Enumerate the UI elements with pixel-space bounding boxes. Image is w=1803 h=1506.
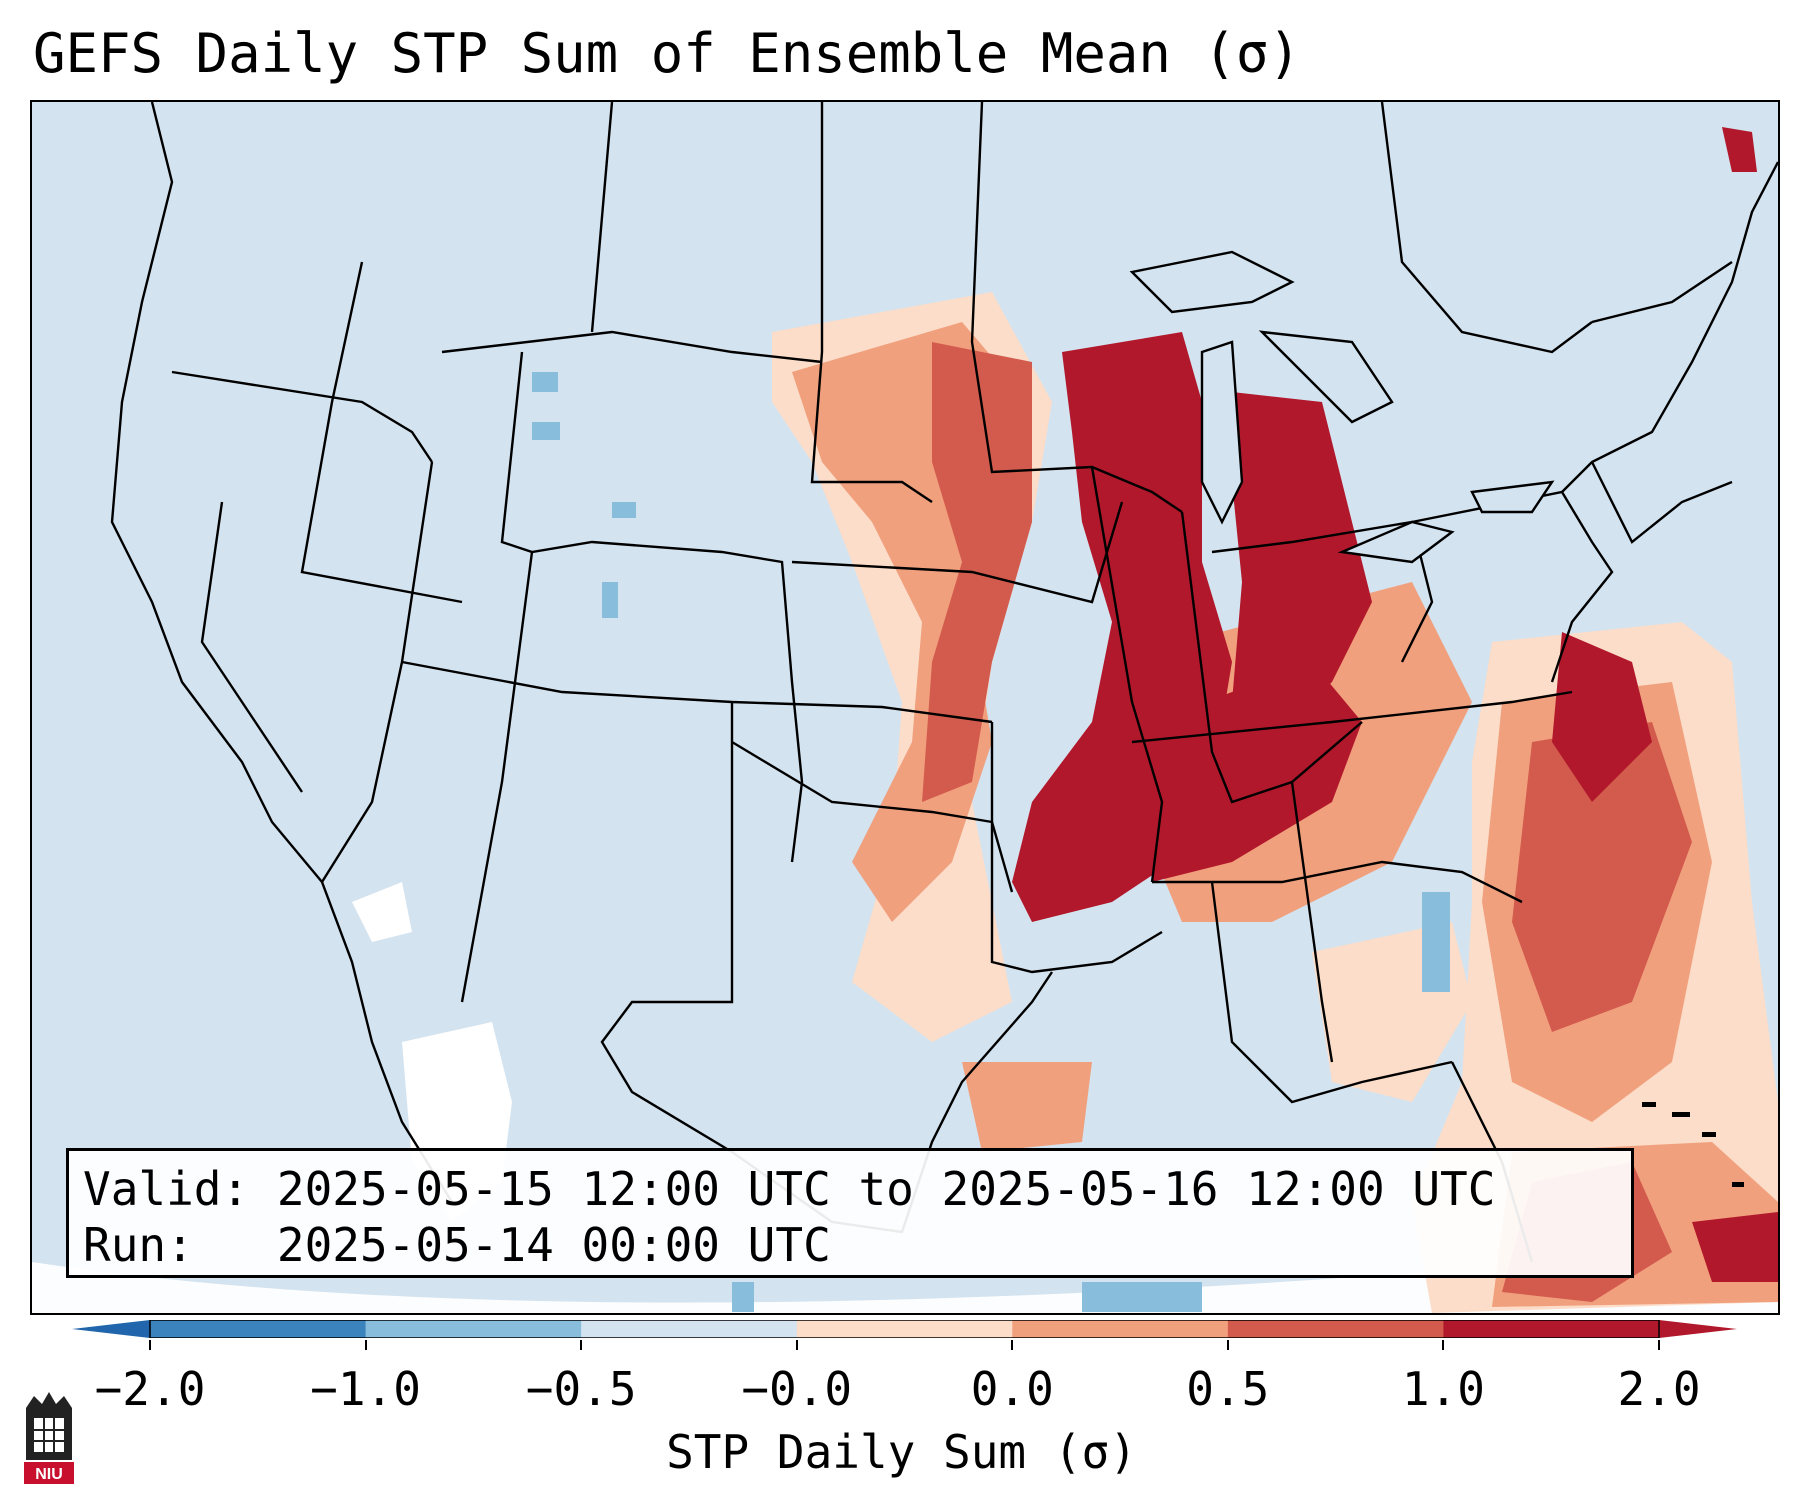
colorbar-segment xyxy=(1227,1320,1444,1338)
colorbar-label: STP Daily Sum (σ) xyxy=(666,1425,1137,1479)
colorbar-tick-label: 2.0 xyxy=(1617,1362,1701,1416)
map-panel xyxy=(30,100,1780,1315)
map-title: GEFS Daily STP Sum of Ensemble Mean (σ) xyxy=(33,22,1301,85)
colorbar-tick-mark xyxy=(364,1340,367,1350)
colorbar-tick-label: −2.0 xyxy=(94,1362,206,1416)
svg-text:NIU: NIU xyxy=(35,1466,63,1483)
colorbar-tick-label: −0.5 xyxy=(525,1362,637,1416)
islands xyxy=(1642,1102,1744,1187)
colorbar-tick-label: 1.0 xyxy=(1401,1362,1485,1416)
colorbar-segment xyxy=(1012,1320,1229,1338)
colorbar-tick-mark xyxy=(580,1340,583,1350)
colorbar-extend-low xyxy=(72,1320,150,1338)
valid-text: 2025-05-15 12:00 UTC to 2025-05-16 12:00… xyxy=(276,1162,1496,1216)
colorbar-tick-label: −0.0 xyxy=(741,1362,853,1416)
valid-row: Valid: 2025-05-15 12:00 UTC to 2025-05-1… xyxy=(83,1161,1617,1217)
colorbar xyxy=(72,1320,1737,1338)
colorbar-tick-mark xyxy=(1658,1340,1660,1350)
run-text: 2025-05-14 00:00 UTC xyxy=(276,1218,831,1272)
valid-run-info-box: Valid: 2025-05-15 12:00 UTC to 2025-05-1… xyxy=(66,1148,1634,1278)
colorbar-segment xyxy=(150,1320,367,1338)
valid-label: Valid: xyxy=(83,1162,250,1216)
run-row: Run: 2025-05-14 00:00 UTC xyxy=(83,1217,1617,1273)
colorbar-segment xyxy=(1443,1320,1660,1338)
colorbar-tick-label: 0.5 xyxy=(1186,1362,1270,1416)
colorbar-tick-mark xyxy=(1011,1340,1014,1350)
colorbar-tick-mark xyxy=(149,1340,151,1350)
colorbar-segment xyxy=(796,1320,1013,1338)
colorbar-extend-high xyxy=(1659,1320,1737,1338)
colorbar-ticks: −2.0 −1.0 −0.5 −0.0 0.0 0.5 1.0 2.0 xyxy=(0,1340,1803,1420)
colorbar-segment xyxy=(581,1320,798,1338)
great-lakes xyxy=(1129,250,1555,564)
stp-shading xyxy=(352,127,1778,1313)
niu-logo: NIU xyxy=(24,1392,74,1484)
stp-map xyxy=(32,102,1778,1313)
colorbar-tick-mark xyxy=(1442,1340,1445,1350)
colorbar-tick-label: 0.0 xyxy=(970,1362,1054,1416)
run-label: Run: xyxy=(83,1218,194,1272)
colorbar-tick-label: −1.0 xyxy=(310,1362,421,1416)
colorbar-tick-mark xyxy=(795,1340,798,1350)
colorbar-tick-mark xyxy=(1226,1340,1229,1350)
colorbar-segment xyxy=(365,1320,582,1338)
